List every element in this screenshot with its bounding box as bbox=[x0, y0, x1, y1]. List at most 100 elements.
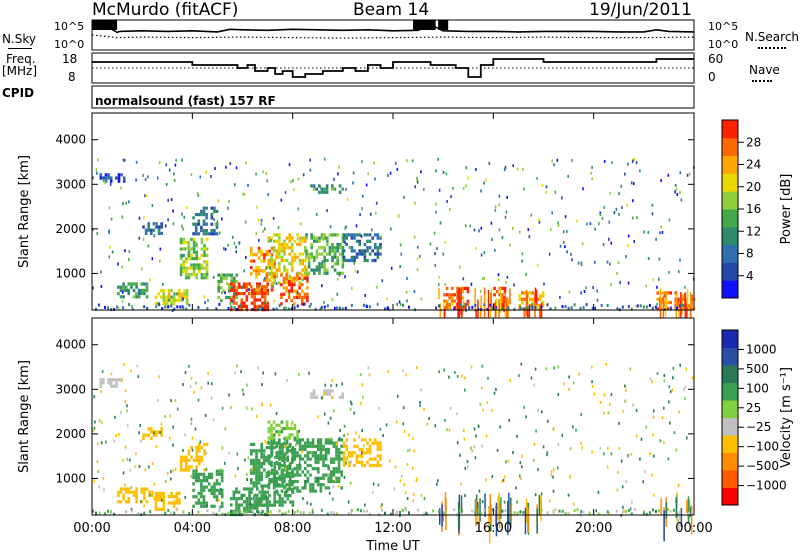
power-streak bbox=[504, 292, 506, 315]
velocity-dot bbox=[97, 441, 99, 445]
velocity-cell bbox=[280, 476, 284, 480]
velocity-cell bbox=[260, 494, 263, 498]
power-cell bbox=[445, 302, 449, 306]
power-cell bbox=[501, 299, 504, 303]
velocity-cell bbox=[213, 491, 216, 496]
power-ground-dot bbox=[453, 307, 456, 311]
power-cell bbox=[258, 304, 262, 308]
velocity-streak bbox=[527, 507, 529, 532]
power-cell bbox=[280, 292, 283, 296]
power-cell bbox=[539, 294, 542, 298]
velocity-streak bbox=[488, 507, 490, 533]
velocity-cell bbox=[301, 470, 304, 474]
velocity-cell bbox=[160, 430, 163, 434]
velocity-cell bbox=[255, 455, 258, 459]
power-cell bbox=[245, 285, 249, 289]
velocity-cell bbox=[263, 503, 266, 507]
power-cell bbox=[291, 258, 294, 263]
power-ground-dot bbox=[525, 306, 528, 310]
velocity-ground-dot bbox=[666, 508, 669, 511]
power-ground-dot bbox=[675, 306, 678, 310]
power-cell bbox=[232, 285, 236, 289]
power-ground-dot bbox=[257, 307, 260, 311]
velocity-dot bbox=[343, 424, 346, 428]
velocity-cell bbox=[273, 462, 276, 466]
power-dot bbox=[399, 265, 401, 268]
velocity-ground-dot bbox=[197, 510, 200, 514]
velocity-cell bbox=[298, 473, 302, 477]
power-cell bbox=[272, 233, 276, 237]
power-cell bbox=[278, 281, 281, 285]
velocity-cell bbox=[252, 481, 256, 485]
velocity-cell bbox=[192, 472, 195, 476]
power-cell bbox=[503, 290, 507, 294]
velocity-dot bbox=[343, 434, 345, 437]
power-cell bbox=[117, 179, 121, 183]
velocity-cell bbox=[255, 458, 258, 462]
power-dot bbox=[586, 222, 588, 226]
velocity-cell bbox=[270, 468, 274, 472]
velocity-colorbar-swatch bbox=[722, 487, 738, 506]
velocity-dot bbox=[184, 433, 186, 437]
velocity-dot bbox=[425, 511, 427, 515]
velocity-cell bbox=[192, 469, 195, 473]
power-dot bbox=[494, 205, 497, 209]
velocity-dot bbox=[481, 364, 484, 368]
velocity-dot bbox=[160, 422, 163, 426]
power-streak bbox=[460, 288, 462, 315]
velocity-cell bbox=[348, 463, 351, 468]
velocity-cell bbox=[255, 497, 258, 501]
velocity-cell bbox=[194, 472, 198, 476]
power-dot bbox=[530, 213, 532, 217]
velocity-cell bbox=[150, 490, 154, 494]
power-dot bbox=[485, 178, 487, 182]
velocity-region-2 bbox=[142, 427, 163, 440]
velocity-streak bbox=[498, 503, 501, 528]
velocity-dot bbox=[552, 489, 555, 493]
power-cell bbox=[326, 271, 329, 275]
velocity-cell bbox=[192, 458, 196, 462]
velocity-cell bbox=[324, 438, 328, 442]
power-ground-dot bbox=[438, 304, 441, 308]
power-cell bbox=[261, 295, 264, 299]
power-cell bbox=[313, 258, 316, 263]
velocity-cell bbox=[317, 460, 320, 464]
power-dot bbox=[265, 266, 267, 270]
velocity-cell bbox=[215, 472, 219, 476]
power-cell bbox=[323, 265, 326, 269]
power-cell bbox=[303, 276, 307, 280]
velocity-dot bbox=[230, 406, 232, 410]
velocity-cell bbox=[127, 487, 131, 491]
power-cell bbox=[205, 229, 208, 233]
power-cell bbox=[342, 236, 346, 240]
power-cell bbox=[200, 229, 203, 233]
power-ground-dot bbox=[122, 306, 125, 310]
power-ground-dot bbox=[161, 307, 164, 311]
power-dot bbox=[676, 193, 679, 196]
power-cell bbox=[265, 249, 269, 254]
power-dot bbox=[631, 159, 634, 163]
power-dot bbox=[545, 185, 548, 189]
velocity-cell bbox=[283, 441, 286, 445]
power-ground-dot bbox=[158, 303, 161, 307]
power-dot bbox=[631, 216, 634, 220]
velocity-cell bbox=[140, 490, 144, 494]
power-cell bbox=[180, 292, 184, 296]
power-cell bbox=[298, 239, 302, 243]
velocity-cell bbox=[285, 441, 289, 445]
velocity-dot bbox=[148, 465, 150, 469]
velocity-cell bbox=[332, 479, 336, 484]
velocity-dot bbox=[580, 510, 582, 514]
velocity-dot bbox=[540, 492, 543, 496]
power-dot bbox=[469, 224, 471, 228]
velocity-dot bbox=[394, 465, 397, 469]
power-cell bbox=[363, 252, 367, 256]
velocity-dot bbox=[550, 473, 553, 477]
velocity-cell bbox=[296, 479, 299, 484]
power-cell bbox=[263, 278, 266, 282]
power-dot bbox=[241, 286, 243, 290]
velocity-dot bbox=[234, 474, 237, 478]
velocity-dot bbox=[219, 468, 222, 472]
power-cell bbox=[230, 286, 233, 290]
power-cell bbox=[273, 262, 276, 266]
